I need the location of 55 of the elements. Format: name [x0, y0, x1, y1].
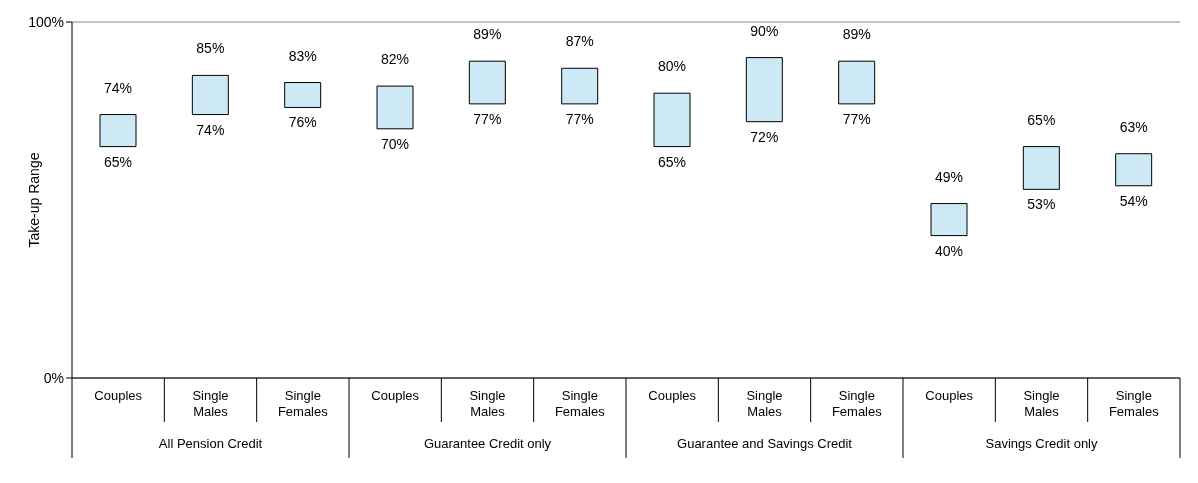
annotation: 77%	[842, 110, 871, 127]
y-tick-label: 0%	[43, 369, 64, 386]
x-tick-label: Single Females	[831, 388, 883, 419]
x-tick-label: Single Males	[1023, 388, 1060, 419]
bar	[284, 82, 322, 108]
y-tick-label: 100%	[28, 13, 64, 30]
annotation: 70%	[380, 135, 410, 152]
bar	[653, 92, 691, 148]
x-tick-label: Couples	[371, 388, 420, 403]
bar	[930, 203, 968, 237]
annotation: 77%	[565, 110, 594, 127]
x-tick-label: Single Females	[554, 388, 606, 419]
annotation: 76%	[288, 114, 317, 131]
data-label: 83%	[288, 47, 317, 64]
bar	[1022, 146, 1060, 190]
x-tick-label: Single Males	[746, 388, 783, 419]
data-label: 89%	[842, 26, 871, 43]
bar	[838, 60, 876, 105]
text: All Pension Credit	[158, 436, 263, 451]
annotation: 74%	[196, 121, 225, 138]
data-label: 82%	[380, 51, 410, 68]
data-label: 74%	[103, 79, 133, 96]
bar	[99, 114, 137, 148]
text: Guarantee Credit only	[423, 436, 552, 451]
x-tick-label: Single Females	[1108, 388, 1160, 419]
annotation: 65%	[103, 153, 133, 170]
bar	[376, 85, 414, 130]
data-label: 80%	[657, 58, 687, 75]
x-tick-label: Couples	[94, 388, 143, 403]
bar	[468, 60, 506, 105]
x-tick-label: Single Females	[277, 388, 329, 419]
data-label: 89%	[473, 26, 502, 43]
data-label: 65%	[1027, 111, 1056, 128]
annotation: 77%	[473, 110, 502, 127]
text: Savings Credit only	[985, 436, 1098, 451]
annotation: 53%	[1027, 196, 1056, 213]
data-label: 63%	[1119, 118, 1148, 135]
text: Guarantee and Savings Credit	[677, 436, 853, 451]
bar	[1115, 153, 1153, 187]
x-tick-label: Couples	[648, 388, 697, 403]
data-label: 90%	[750, 22, 779, 39]
annotation: 65%	[657, 153, 687, 170]
x-tick-label: Single Males	[469, 388, 506, 419]
bar	[745, 57, 783, 123]
x-tick-label: Couples	[925, 388, 974, 403]
annotation: 40%	[934, 242, 964, 259]
data-label: 85%	[196, 40, 225, 57]
data-label: 87%	[565, 33, 594, 50]
bar	[561, 67, 599, 105]
data-label: 49%	[934, 168, 964, 185]
x-tick-label: Single Males	[192, 388, 229, 419]
annotation: 54%	[1119, 192, 1148, 209]
y-axis-title: Take-up Range	[25, 152, 42, 248]
annotation: 72%	[750, 128, 779, 145]
bar	[191, 74, 229, 116]
